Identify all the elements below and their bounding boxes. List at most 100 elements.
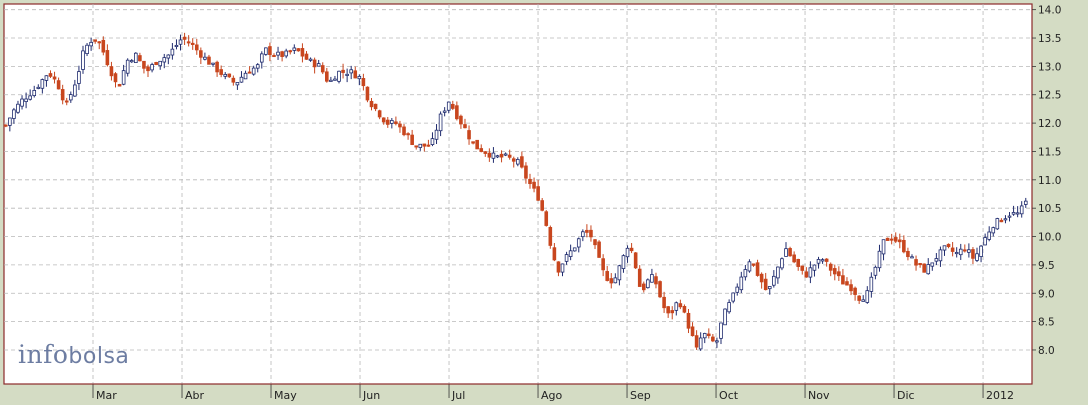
- candle-down: [455, 105, 459, 120]
- candle-down: [186, 41, 191, 44]
- candle-up: [646, 279, 650, 289]
- candle-down: [763, 278, 768, 291]
- candle-up: [121, 70, 126, 85]
- candle-down: [300, 48, 305, 57]
- candle-down: [471, 141, 475, 144]
- candle-down: [511, 158, 516, 162]
- candle-down: [117, 84, 122, 87]
- candle-down: [272, 55, 276, 58]
- candle-down: [479, 148, 484, 152]
- candle-up: [251, 67, 256, 75]
- candle-up: [32, 90, 37, 97]
- candle-up: [930, 262, 935, 267]
- candle-down: [532, 181, 536, 189]
- candle-down: [670, 310, 675, 314]
- candle-up: [568, 250, 573, 257]
- candle-down: [971, 249, 975, 259]
- candle-up: [125, 59, 130, 74]
- candle-up: [329, 79, 333, 82]
- candle-up: [438, 113, 443, 132]
- candle-down: [312, 59, 317, 68]
- candle-up: [255, 64, 260, 69]
- candle-up: [735, 286, 740, 293]
- candle-up: [772, 275, 776, 286]
- candle-down: [467, 130, 471, 140]
- x-tick-label: Oct: [719, 389, 739, 402]
- candle-down: [889, 238, 894, 241]
- candle-up: [560, 263, 565, 273]
- candle-down: [585, 229, 589, 233]
- candle-up: [178, 39, 183, 45]
- x-tick-label: Nov: [808, 389, 830, 402]
- candle-down: [109, 66, 114, 77]
- candle-up: [958, 248, 963, 256]
- candle-down: [60, 89, 65, 101]
- candle-down: [280, 51, 284, 57]
- candle-down: [658, 281, 662, 298]
- candle-down: [422, 143, 427, 147]
- candle-down: [918, 263, 922, 266]
- candle-up: [243, 72, 248, 80]
- candle-down: [524, 165, 528, 179]
- candle-down: [365, 86, 370, 101]
- candle-down: [414, 145, 419, 148]
- candle-up: [780, 258, 784, 269]
- plot-area: [3, 3, 1033, 385]
- candle-down: [194, 44, 199, 51]
- candle-up: [739, 276, 744, 291]
- x-tick-label: Jun: [362, 389, 380, 402]
- candle-up: [995, 218, 1000, 230]
- candle-up: [442, 110, 447, 113]
- candle-up: [967, 249, 971, 253]
- candle-down: [589, 229, 593, 238]
- candle-down: [914, 259, 918, 266]
- candle-up: [975, 253, 979, 261]
- candle-up: [698, 337, 703, 350]
- candle-up: [731, 292, 735, 302]
- candle-down: [381, 117, 386, 123]
- candle-down: [707, 333, 711, 337]
- x-tick-label: Abr: [185, 389, 205, 402]
- candle-down: [369, 100, 374, 108]
- candle-down: [755, 262, 760, 276]
- candle-down: [828, 263, 833, 271]
- candle-down: [215, 61, 219, 73]
- candle-down: [922, 263, 926, 273]
- candle-up: [158, 60, 163, 67]
- x-axis-ticks: Mar Abr May Jun Jul Ago Sep Oct Nov Dic 2012: [4, 383, 1032, 402]
- candle-up: [235, 82, 240, 86]
- candle-down: [609, 278, 614, 284]
- candle-down: [597, 241, 601, 258]
- candle-down: [398, 123, 402, 128]
- candle-up: [873, 266, 878, 276]
- candle-up: [702, 333, 707, 339]
- candle-down: [48, 73, 53, 77]
- candle-up: [910, 256, 914, 259]
- candle-down: [885, 237, 890, 241]
- candle-down: [641, 283, 646, 291]
- x-tick-label: Jul: [451, 389, 465, 402]
- candle-down: [520, 156, 524, 168]
- candle-up: [491, 152, 496, 159]
- candle-up: [73, 84, 77, 97]
- candle-down: [219, 69, 223, 75]
- candle-up: [24, 98, 28, 103]
- candle-up: [308, 58, 313, 61]
- candle-down: [190, 42, 195, 45]
- candle-down: [824, 258, 829, 262]
- candle-up: [991, 227, 996, 234]
- candle-up: [820, 259, 825, 262]
- candle-down: [475, 139, 479, 150]
- candle-up: [390, 120, 394, 124]
- candle-up: [816, 259, 821, 264]
- candle-down: [406, 133, 410, 136]
- candle-down: [544, 211, 549, 226]
- candle-down: [304, 53, 309, 60]
- candle-down: [832, 268, 837, 275]
- candle-down: [711, 336, 715, 342]
- candle-down: [377, 110, 382, 118]
- candle-up: [44, 75, 49, 81]
- candle-up: [434, 129, 439, 140]
- candle-up: [674, 302, 679, 311]
